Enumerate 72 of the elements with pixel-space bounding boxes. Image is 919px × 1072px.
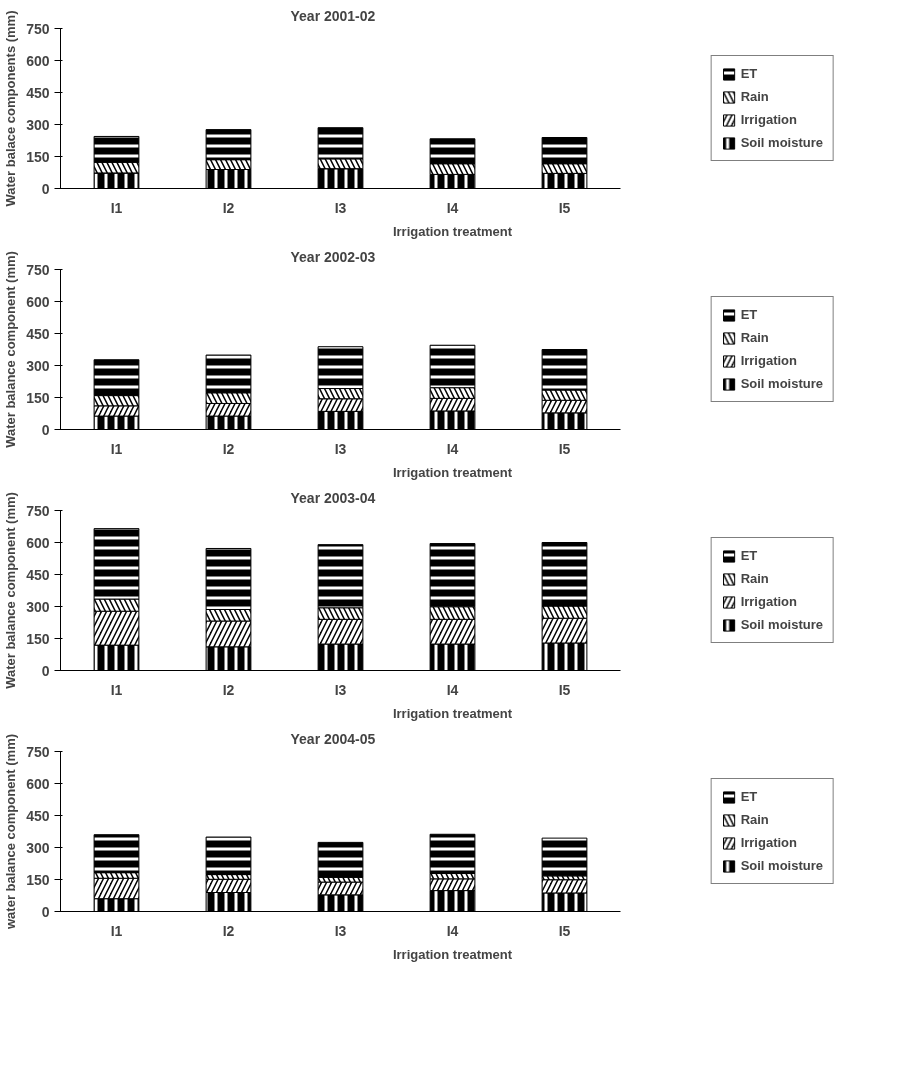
x-axis-title: Irrigation treatment (392, 705, 513, 721)
y-tick-label: 750 (26, 20, 50, 37)
x-tick-label: I2 (222, 440, 235, 457)
y-tick-label: 300 (26, 839, 50, 856)
x-tick-label: I2 (222, 199, 235, 216)
x-tick-label: I4 (446, 922, 459, 939)
x-tick-label: I2 (222, 922, 235, 939)
y-tick-label: 750 (26, 743, 50, 760)
y-tick-label: 750 (26, 261, 50, 278)
x-tick-label: I5 (558, 440, 571, 457)
y-tick-label: 300 (26, 357, 50, 374)
x-tick-label: I1 (110, 199, 123, 216)
x-tick-label: I4 (446, 681, 459, 698)
y-tick-label: 0 (41, 903, 50, 920)
y-tick-label: 450 (26, 84, 50, 101)
legend-label: Rain (740, 330, 769, 345)
legend-label: Soil moisture (740, 376, 823, 391)
legend-label: Irrigation (740, 112, 797, 127)
y-tick-label: 600 (26, 293, 50, 310)
y-tick-label: 300 (26, 598, 50, 615)
chart-title: Year 2003-04 (290, 489, 376, 506)
y-tick-label: 0 (41, 662, 50, 679)
x-tick-label: I4 (446, 199, 459, 216)
x-axis-title: Irrigation treatment (392, 946, 513, 962)
legend-label: Soil moisture (740, 617, 823, 632)
y-axis-title: water balance component (mm) (3, 733, 19, 931)
x-tick-label: I1 (110, 922, 123, 939)
y-tick-label: 600 (26, 775, 50, 792)
chart-title: Year 2002-03 (290, 248, 376, 265)
y-tick-label: 600 (26, 52, 50, 69)
legend-label: Rain (740, 89, 769, 104)
x-tick-label: I5 (558, 922, 571, 939)
chart-title: Year 2001-02 (290, 7, 376, 24)
legend-label: Irrigation (740, 594, 797, 609)
legend-label: ET (740, 548, 759, 563)
y-tick-label: 300 (26, 116, 50, 133)
chart-title: Year 2004-05 (290, 730, 376, 747)
x-tick-label: I5 (558, 681, 571, 698)
x-axis-title: Irrigation treatment (392, 223, 513, 239)
legend-label: Irrigation (740, 353, 797, 368)
legend-label: ET (740, 66, 759, 81)
x-tick-label: I5 (558, 199, 571, 216)
legend-label: ET (740, 307, 759, 322)
x-tick-label: I4 (446, 440, 459, 457)
y-tick-label: 0 (41, 421, 50, 438)
x-tick-label: I2 (222, 681, 235, 698)
y-axis-title: Water balace components (mm) (3, 10, 19, 207)
y-tick-label: 450 (26, 325, 50, 342)
y-tick-label: 450 (26, 566, 50, 583)
x-tick-label: I1 (110, 440, 123, 457)
x-tick-label: I3 (334, 199, 347, 216)
y-tick-label: 150 (26, 630, 50, 647)
x-tick-label: I1 (110, 681, 123, 698)
legend-label: Rain (740, 571, 769, 586)
x-tick-label: I3 (334, 681, 347, 698)
x-tick-label: I3 (334, 440, 347, 457)
y-tick-label: 600 (26, 534, 50, 551)
legend-label: Irrigation (740, 835, 797, 850)
y-tick-label: 750 (26, 502, 50, 519)
y-tick-label: 150 (26, 148, 50, 165)
y-tick-label: 450 (26, 807, 50, 824)
legend-label: Rain (740, 812, 769, 827)
x-tick-label: I3 (334, 922, 347, 939)
x-axis-title: Irrigation treatment (392, 464, 513, 480)
y-tick-label: 150 (26, 389, 50, 406)
legend-label: Soil moisture (740, 858, 823, 873)
y-axis-title: Water balance component (mm) (3, 251, 19, 448)
legend-label: Soil moisture (740, 135, 823, 150)
y-tick-label: 0 (41, 180, 50, 197)
y-tick-label: 150 (26, 871, 50, 888)
legend-label: ET (740, 789, 759, 804)
y-axis-title: Water balance component (mm) (3, 492, 19, 689)
